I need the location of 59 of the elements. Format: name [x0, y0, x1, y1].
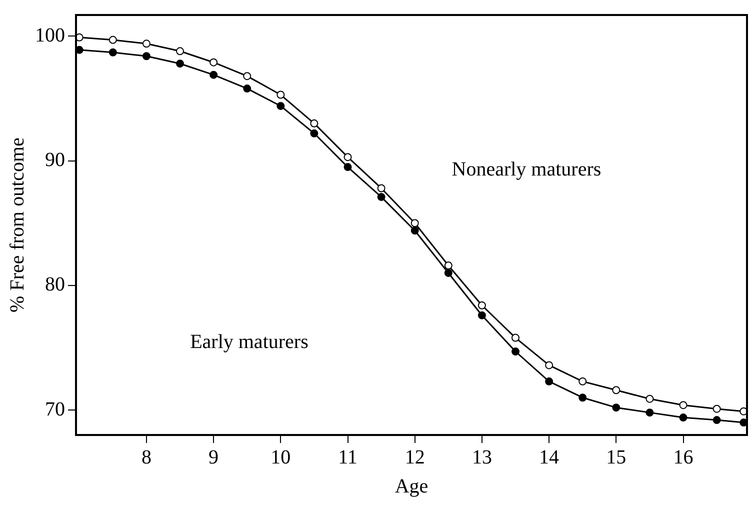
- point: [210, 58, 218, 66]
- point: [740, 407, 747, 416]
- point: [478, 311, 486, 320]
- point: [410, 219, 419, 228]
- point: [612, 404, 620, 412]
- point: [612, 386, 620, 394]
- point: [512, 334, 520, 342]
- point: [512, 348, 520, 356]
- point: [578, 377, 587, 386]
- point: [276, 90, 285, 99]
- y-axis-title: % Free from outcome: [6, 137, 28, 312]
- point: [243, 72, 252, 80]
- point: [679, 401, 688, 410]
- point: [377, 192, 386, 201]
- point: [344, 153, 352, 162]
- x-tick-label: 10: [270, 446, 291, 468]
- point: [478, 301, 486, 310]
- y-tick-label: 90: [45, 149, 65, 172]
- point: [344, 163, 352, 172]
- point: [646, 408, 654, 417]
- point: [740, 418, 747, 427]
- x-tick-label: 13: [472, 446, 492, 468]
- point: [377, 184, 386, 192]
- x-tick-label: 14: [539, 446, 560, 468]
- x-tick-label: 12: [404, 446, 425, 468]
- x-tick-label: 15: [606, 446, 626, 468]
- annotation: Early maturers: [190, 330, 309, 353]
- point: [210, 70, 218, 79]
- point: [712, 404, 721, 413]
- x-tick-label: 9: [208, 446, 219, 468]
- x-axis-title: Age: [394, 475, 428, 498]
- point: [545, 377, 554, 386]
- x-tick-label: 11: [338, 446, 358, 468]
- point: [646, 394, 654, 403]
- point: [243, 84, 252, 93]
- point: [76, 33, 84, 42]
- point: [712, 416, 721, 424]
- point: [276, 102, 285, 110]
- annotation: Nonearly maturers: [452, 158, 602, 181]
- y-tick-label: 80: [45, 274, 65, 296]
- point: [444, 268, 452, 277]
- point: [142, 52, 150, 60]
- x-tick-label: 8: [141, 446, 152, 468]
- point: [108, 36, 117, 44]
- point: [410, 226, 419, 235]
- y-tick-label: 70: [45, 398, 65, 420]
- y-tick-label: 100: [35, 24, 65, 46]
- point: [310, 129, 318, 138]
- point: [142, 40, 150, 48]
- point: [176, 60, 184, 68]
- point: [578, 394, 587, 402]
- point: [444, 262, 452, 270]
- point: [76, 46, 84, 54]
- point: [176, 47, 184, 56]
- point: [310, 119, 318, 128]
- point: [545, 361, 554, 370]
- point: [679, 414, 688, 422]
- point: [108, 48, 117, 56]
- x-tick-label: 16: [673, 446, 694, 468]
